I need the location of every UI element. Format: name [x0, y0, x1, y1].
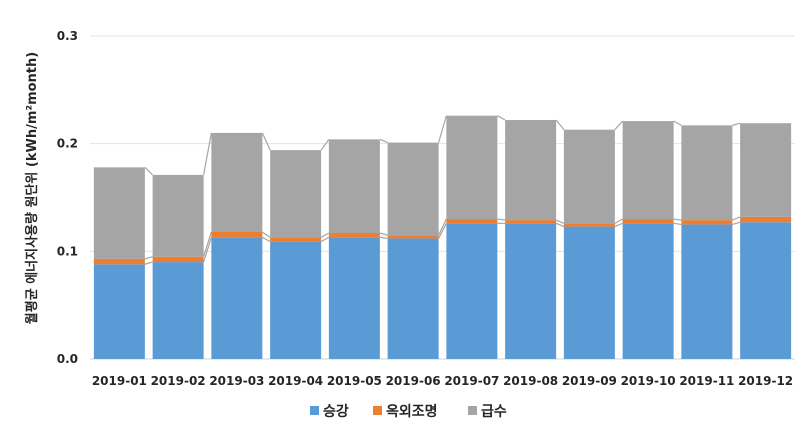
legend-label: 승강 — [323, 403, 349, 420]
bar-segment — [152, 174, 204, 257]
series-connector-line — [262, 231, 271, 238]
x-tick-label: 2019-10 — [621, 374, 676, 388]
bar-segment — [505, 223, 557, 359]
series-connector-line — [320, 232, 330, 238]
bar-segment — [211, 132, 263, 232]
x-tick-label: 2019-12 — [738, 374, 793, 388]
x-tick-label: 2019-05 — [327, 374, 382, 388]
series-connector-line — [203, 237, 212, 263]
bar-segment — [93, 167, 145, 259]
bar-segment — [93, 258, 145, 265]
series-connector-line — [379, 138, 388, 144]
bar-segment — [328, 139, 380, 234]
legend-swatch — [468, 406, 477, 415]
bar-segment — [446, 219, 498, 224]
x-tick-label: 2019-08 — [503, 374, 558, 388]
bar-segment — [622, 121, 674, 220]
series-connector-line — [203, 231, 212, 257]
x-tick-label: 2019-06 — [386, 374, 441, 388]
series-connector-line — [673, 218, 682, 221]
bar-segment — [446, 223, 498, 359]
bar-segment — [681, 220, 733, 225]
series-connector-line — [732, 122, 741, 126]
series-connector-line — [614, 120, 624, 131]
legend-swatch — [373, 406, 382, 415]
bar-segment — [387, 238, 439, 359]
bar-segment — [446, 115, 498, 220]
legend: 승강 옥외조명 급수 — [310, 403, 507, 420]
bar-segment — [740, 216, 792, 223]
bar-segment — [387, 142, 439, 236]
series-connector-line — [203, 132, 212, 175]
series-connector-line — [320, 139, 330, 151]
x-tick-label: 2019-01 — [92, 374, 147, 388]
bar-segment — [270, 237, 322, 242]
series-connector-line — [261, 132, 271, 151]
bar-segment — [563, 226, 615, 359]
bar-segment — [505, 119, 557, 221]
y-tick-label: 0.2 — [57, 137, 78, 151]
y-tick-label: 0.3 — [57, 29, 78, 43]
series-connector-line — [614, 218, 623, 224]
series-connector-line — [438, 218, 447, 236]
series-connector-lines — [144, 115, 741, 265]
bar-segment — [681, 224, 733, 359]
series-connector-line — [144, 261, 153, 265]
x-tick-labels: 2019-01 2019-02 2019-03 2019-04 2019-05 2019-… — [92, 374, 793, 388]
x-tick-label: 2019-02 — [151, 374, 206, 388]
x-tick-label: 2019-03 — [209, 374, 264, 388]
series-connector-line — [673, 222, 682, 226]
legend-label: 옥외조명 — [386, 403, 438, 420]
series-connector-line — [144, 256, 153, 260]
series-connector-line — [379, 232, 388, 236]
series-connector-line — [262, 236, 271, 243]
bar-segment — [93, 264, 145, 359]
series-connector-line — [144, 166, 154, 176]
series-connector-line — [438, 115, 447, 143]
bar-segment — [622, 219, 674, 224]
bar-segment — [622, 223, 674, 359]
y-tick-label: 0.0 — [57, 352, 78, 366]
series-connector-line — [555, 119, 565, 131]
series-connector-line — [614, 222, 623, 228]
bar-segment — [211, 231, 263, 238]
bar-segment — [740, 222, 792, 359]
x-tick-label: 2019-04 — [268, 374, 323, 388]
series-connector-line — [497, 218, 506, 221]
y-tick-labels: 0.0 0.1 0.2 0.3 — [57, 29, 78, 366]
bar-segment — [387, 235, 439, 239]
series-connector-line — [555, 222, 565, 228]
bar-segment — [563, 223, 615, 227]
x-tick-label: 2019-07 — [444, 374, 499, 388]
series-connector-line — [497, 115, 506, 121]
y-axis-label: 월평균 에너지사용량 원단위 (kWh/m²month) — [24, 52, 40, 324]
x-tick-label: 2019-09 — [562, 374, 617, 388]
bar-segment — [328, 233, 380, 238]
series-connector-line — [320, 236, 330, 243]
bar-segment — [563, 129, 615, 224]
legend-swatch — [310, 406, 319, 415]
series-connector-line — [379, 236, 388, 240]
bar-segment — [152, 256, 204, 263]
bar-segment — [505, 220, 557, 224]
bar-segment — [740, 123, 792, 217]
series-connector-line — [438, 223, 447, 239]
bar-segment — [681, 125, 733, 221]
bar-segment — [152, 262, 204, 359]
bars — [93, 115, 792, 359]
legend-label: 급수 — [481, 404, 507, 420]
bar-segment — [328, 237, 380, 359]
x-tick-label: 2019-11 — [679, 374, 734, 388]
bar-segment — [270, 241, 322, 359]
series-connector-line — [555, 219, 565, 224]
bar-segment — [211, 237, 263, 359]
series-connector-line — [732, 216, 741, 221]
bar-segment — [270, 150, 322, 238]
y-tick-label: 0.1 — [57, 244, 78, 258]
series-connector-line — [673, 120, 682, 126]
series-connector-line — [732, 221, 741, 225]
